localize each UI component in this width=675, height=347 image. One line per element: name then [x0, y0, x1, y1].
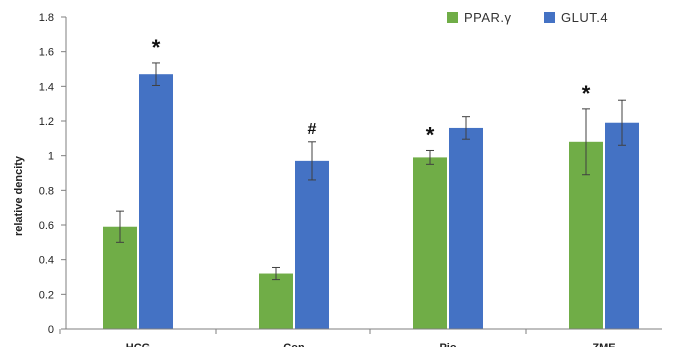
x-tick-label: HCG	[126, 342, 150, 347]
error-bar	[272, 266, 280, 281]
legend-label: GLUT.4	[561, 10, 608, 25]
error-bar	[116, 210, 124, 243]
significance-marker: *	[426, 122, 435, 147]
legend-swatch	[447, 12, 458, 23]
significance-marker: #	[308, 121, 317, 138]
legend-label: PPAR.γ	[464, 10, 512, 25]
bar-glut-4-pio	[449, 127, 483, 329]
legend-item: PPAR.γ	[447, 10, 512, 25]
y-axis-title: relative dencity	[13, 155, 25, 236]
y-tick-label: 1.6	[39, 47, 54, 59]
bar-ppar--con	[259, 273, 293, 329]
y-tick-label: 0.2	[39, 289, 54, 301]
x-tick-label: Pio	[439, 342, 456, 347]
legend: PPAR.γ GLUT.4	[447, 10, 608, 25]
error-bars	[116, 62, 626, 281]
y-tick-label: 1	[48, 151, 54, 163]
x-tick-label: Con	[283, 342, 305, 347]
y-tick-label: 0.8	[39, 185, 54, 197]
error-bar	[618, 99, 626, 146]
significance-marker: *	[152, 35, 161, 60]
error-bar	[152, 62, 160, 86]
significance-marker: *	[582, 81, 591, 106]
bars	[103, 74, 639, 329]
y-tick-label: 0	[48, 324, 54, 336]
bar-ppar--hcg	[103, 226, 137, 329]
y-tick-label: 1.8	[39, 12, 54, 24]
y-tick-label: 0.6	[39, 220, 54, 232]
bar-glut-4-zme	[605, 122, 639, 329]
y-tick-label: 0.4	[39, 255, 54, 267]
x-tick-label: ZME	[592, 342, 615, 347]
bar-glut-4-hcg	[139, 74, 173, 329]
error-bar	[426, 149, 434, 165]
legend-swatch	[544, 12, 555, 23]
bar-glut-4-con	[295, 160, 329, 329]
error-bar	[582, 108, 590, 176]
legend-item: GLUT.4	[544, 10, 608, 25]
y-axis: 0 0.2 0.4 0.6 0.8 1 1.2 1.4 1.6 1.8	[39, 12, 67, 336]
bar-ppar--pio	[413, 157, 447, 329]
error-bar	[308, 141, 316, 181]
y-tick-label: 1.2	[39, 116, 54, 128]
significance-markers: * * * #	[152, 35, 591, 148]
x-axis: HCG Con Pio ZME	[59, 328, 662, 347]
error-bar	[462, 116, 470, 140]
y-tick-label: 1.4	[39, 81, 54, 93]
